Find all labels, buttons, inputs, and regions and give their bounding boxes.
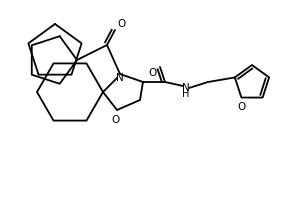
Text: O: O xyxy=(111,115,119,125)
Text: O: O xyxy=(149,68,157,78)
Text: N: N xyxy=(116,73,124,83)
Text: O: O xyxy=(117,19,125,29)
Text: H: H xyxy=(182,89,190,99)
Text: O: O xyxy=(237,102,245,112)
Text: N: N xyxy=(182,83,190,93)
